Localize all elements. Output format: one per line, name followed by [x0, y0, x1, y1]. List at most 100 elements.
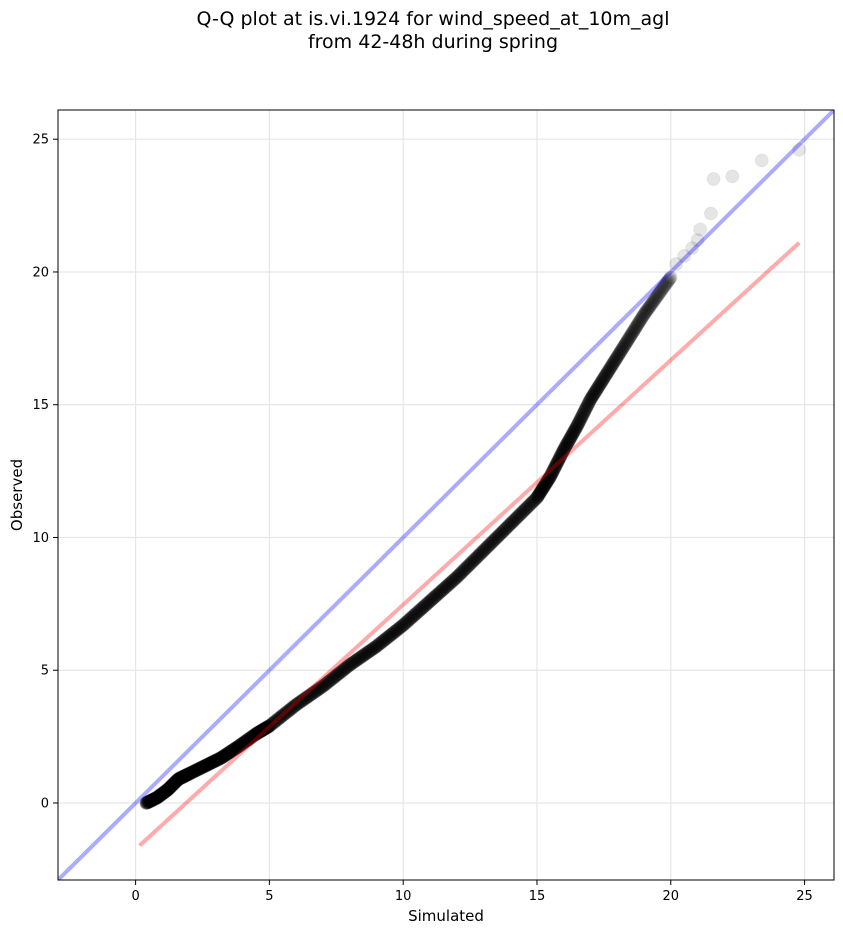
quantile-point — [651, 287, 666, 302]
y-axis-label: Observed — [8, 459, 26, 531]
quantile-point — [504, 515, 519, 530]
quantile-point — [636, 308, 651, 323]
quantile-point — [544, 467, 559, 482]
quantile-point — [576, 405, 591, 420]
quantile-point — [434, 583, 449, 598]
quantile-point — [648, 290, 663, 305]
quantile-point — [584, 391, 599, 406]
quantile-point — [387, 625, 402, 640]
quantile-point — [361, 644, 376, 659]
quantile-point — [604, 359, 619, 374]
quantile-point — [342, 657, 357, 672]
quantile-point — [201, 757, 216, 772]
quantile-point — [156, 785, 171, 800]
quantile-point — [593, 377, 608, 392]
quantile-point — [589, 382, 604, 397]
quantile-point — [495, 524, 510, 539]
quantile-point — [616, 340, 631, 355]
quantile-point — [375, 634, 390, 649]
quantile-point — [582, 393, 597, 408]
quantile-point — [173, 771, 188, 786]
quantile-point — [326, 670, 341, 685]
quantile-point — [173, 770, 188, 785]
quantile-point — [357, 647, 372, 662]
tail-point — [669, 257, 684, 271]
quantile-point — [141, 794, 156, 809]
quantile-point — [608, 353, 623, 368]
quantile-point — [197, 759, 212, 774]
quantile-point — [661, 274, 675, 288]
quantile-point — [433, 584, 448, 599]
x-tick-label: 20 — [662, 889, 679, 904]
quantile-point — [573, 413, 588, 428]
quantile-point — [147, 792, 162, 807]
quantile-point — [466, 554, 481, 569]
quantile-point — [394, 619, 409, 634]
quantile-point — [542, 470, 557, 485]
quantile-point — [318, 676, 333, 691]
quantile-point — [583, 392, 598, 407]
quantile-point — [378, 632, 393, 647]
quantile-point — [546, 463, 561, 478]
quantile-point — [662, 272, 676, 286]
quantile-point — [249, 726, 264, 741]
quantile-point — [638, 305, 653, 320]
quantile-point — [652, 285, 667, 300]
quantile-point — [590, 380, 605, 395]
quantile-point — [598, 368, 613, 383]
quantile-point — [541, 472, 556, 487]
quantile-point — [445, 574, 460, 589]
quantile-point — [564, 428, 579, 443]
quantile-point — [230, 740, 245, 755]
quantile-point — [647, 292, 662, 307]
quantile-point — [627, 322, 642, 337]
quantile-point — [663, 271, 677, 285]
quantile-point — [239, 733, 254, 748]
quantile-point — [586, 387, 601, 402]
quantile-point — [170, 773, 185, 788]
quantile-point — [649, 289, 664, 304]
y-tick-label: 15 — [32, 398, 49, 413]
quantile-point — [605, 358, 620, 373]
quantile-point — [238, 734, 253, 749]
quantile-point — [662, 273, 676, 287]
quantile-point — [149, 790, 164, 805]
quantile-point — [640, 302, 655, 317]
quantile-point — [550, 454, 565, 469]
quantile-point — [211, 752, 226, 767]
quantile-point — [411, 604, 426, 619]
quantile-point — [544, 466, 559, 481]
quantile-point — [658, 277, 673, 292]
quantile-point — [179, 767, 194, 782]
quantile-point — [543, 469, 558, 484]
quantile-point — [646, 294, 661, 309]
quantile-point — [237, 735, 252, 750]
quantile-point — [616, 339, 631, 354]
quantile-point — [599, 367, 614, 382]
quantile-point — [390, 622, 405, 637]
quantile-point — [630, 318, 645, 333]
quantile-point — [329, 668, 344, 683]
quantile-point — [272, 710, 287, 725]
quantile-point — [382, 628, 397, 643]
y-tick-label: 5 — [41, 664, 49, 679]
quantile-point — [567, 422, 582, 437]
quantile-point — [167, 775, 182, 790]
quantile-point — [364, 642, 379, 657]
quantile-point — [570, 418, 585, 433]
quantile-point — [637, 307, 652, 322]
quantile-point — [186, 764, 201, 779]
quantile-point — [174, 770, 189, 785]
quantile-point — [503, 517, 518, 532]
quantile-point — [196, 759, 211, 774]
quantile-point — [576, 407, 591, 422]
quantile-point — [167, 776, 182, 791]
quantile-point — [654, 283, 669, 298]
quantile-point — [183, 766, 198, 781]
quantile-point — [582, 395, 597, 410]
quantile-point — [166, 777, 181, 792]
quantile-point — [566, 425, 581, 440]
quantile-point — [348, 653, 363, 668]
quantile-point — [168, 775, 183, 790]
